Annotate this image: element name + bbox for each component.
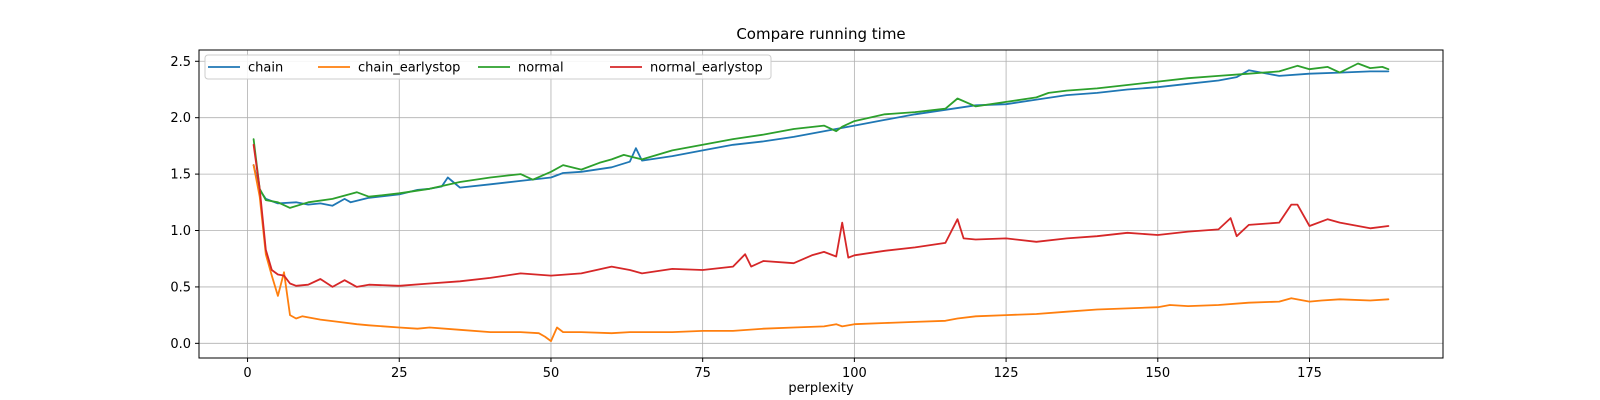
series-line-normal bbox=[252, 62, 1390, 209]
series-line-chain bbox=[252, 69, 1390, 207]
y-tick-label: 0.0 bbox=[170, 337, 191, 352]
x-tick-label: 125 bbox=[994, 366, 1019, 381]
x-axis-title: perplexity bbox=[788, 381, 854, 396]
chart-title: Compare running time bbox=[736, 25, 905, 43]
x-tick-label: 75 bbox=[694, 366, 711, 381]
x-tick-label: 100 bbox=[842, 366, 867, 381]
y-tick-label: 1.5 bbox=[170, 168, 191, 183]
x-tick-label: 25 bbox=[391, 366, 408, 381]
plot-frame bbox=[198, 49, 1444, 359]
legend-label-chain-earlystop: chain_earlystop bbox=[358, 61, 460, 76]
x-tick-label: 0 bbox=[243, 366, 251, 381]
x-tick-label: 150 bbox=[1145, 366, 1170, 381]
y-tick-label: 2.5 bbox=[170, 55, 191, 70]
y-tick-label: 1.0 bbox=[170, 224, 191, 239]
legend-label-normal: normal bbox=[518, 61, 564, 76]
legend-label-normal-earlystop: normal_earlystop bbox=[650, 61, 763, 76]
series-lines bbox=[252, 62, 1390, 343]
legend: chain chain_earlystop normal normal_earlyst… bbox=[204, 54, 772, 80]
y-tick-label: 0.5 bbox=[170, 280, 191, 295]
series-line-normal-earlystop bbox=[252, 143, 1390, 288]
legend-label-chain: chain bbox=[248, 61, 283, 76]
x-tick-label: 175 bbox=[1297, 366, 1322, 381]
series-line-chain-earlystop bbox=[252, 164, 1390, 343]
y-tick-label: 2.0 bbox=[170, 111, 191, 126]
axis-ticks: 0 25 50 75 100 125 150 175 0.0 0.5 1.0 1.5 2.0 2.5 bbox=[170, 55, 1322, 381]
x-tick-label: 50 bbox=[543, 366, 560, 381]
